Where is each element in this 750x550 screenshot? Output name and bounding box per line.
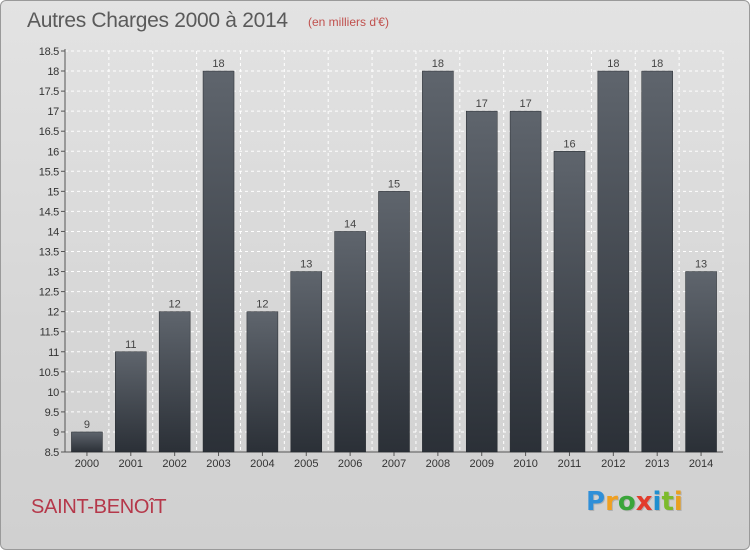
y-tick-label: 18: [47, 66, 59, 78]
y-tick-label: 14.5: [39, 206, 59, 218]
data-label-2001: 11: [125, 339, 136, 351]
place-name: SAINT-BENOîT: [31, 496, 167, 518]
bar-2012: [597, 70, 630, 453]
x-tick-label-2006: 2006: [338, 458, 362, 470]
y-tick-label: 9: [53, 427, 59, 439]
logo-letter: i: [673, 487, 683, 517]
bar-2008: [422, 70, 454, 453]
y-tick-label: 15.5: [39, 166, 59, 178]
x-tick-label-2009: 2009: [469, 458, 493, 470]
bar-2003: [202, 70, 235, 453]
logo-letter: t: [661, 487, 674, 517]
y-tick-label: 17.5: [39, 86, 59, 98]
x-tick-label-2012: 2012: [601, 458, 625, 470]
chart-unit: (en milliers d'€): [308, 15, 389, 29]
data-label-2008: 18: [432, 58, 444, 70]
y-tick-label: 16: [47, 146, 59, 158]
y-tick-label: 12: [47, 307, 59, 319]
y-tick-label: 10.5: [39, 367, 59, 379]
y-tick-label: 16.5: [39, 126, 59, 138]
y-tick-label: 14: [47, 226, 59, 238]
y-tick-label: 18.5: [39, 46, 59, 58]
bar-2000: [71, 431, 103, 453]
x-tick-label-2010: 2010: [513, 458, 537, 470]
logo-letter: r: [605, 487, 618, 517]
data-label-2010: 17: [519, 98, 531, 110]
logo-letter: P: [586, 487, 606, 517]
data-label-2006: 14: [344, 218, 356, 230]
data-label-2002: 12: [169, 299, 181, 311]
bar-2004: [246, 311, 279, 453]
x-tick-label-2014: 2014: [689, 458, 713, 470]
data-label-2009: 17: [476, 98, 488, 110]
bar-layer: [71, 70, 717, 453]
y-tick-label: 12.5: [39, 287, 59, 299]
data-label-2003: 18: [212, 58, 224, 70]
bar-2014: [685, 271, 717, 453]
data-label-2005: 13: [300, 259, 312, 271]
data-label-2012: 18: [607, 58, 619, 70]
proxiti-logo[interactable]: Proxiti: [586, 487, 683, 517]
logo-letter: o: [617, 487, 636, 517]
x-tick-label-2001: 2001: [119, 458, 143, 470]
y-tick-label: 8.5: [45, 447, 60, 459]
data-label-2000: 9: [84, 419, 90, 431]
bar-2005: [290, 271, 323, 453]
chart-title: Autres Charges 2000 à 2014: [27, 9, 288, 32]
x-tick-label-2013: 2013: [645, 458, 669, 470]
y-tick-label: 13.5: [39, 247, 59, 259]
label-layer: 9 2000 11 2001 12 2002 18 2003 12 2004 13 2005 14 200…: [75, 58, 714, 470]
bar-2007: [378, 191, 410, 453]
bar-2013: [641, 70, 673, 453]
data-label-2007: 15: [388, 178, 400, 190]
y-tick-label: 15: [47, 186, 59, 198]
x-tick-label-2002: 2002: [162, 458, 186, 470]
x-tick-label-2000: 2000: [75, 458, 99, 470]
bar-2002: [158, 311, 191, 453]
bar-2001: [115, 351, 147, 453]
data-label-2014: 13: [695, 259, 707, 271]
data-label-2004: 12: [256, 299, 268, 311]
y-tick-label: 17: [47, 106, 59, 118]
bar-2010: [509, 110, 542, 453]
logo-letter: i: [652, 487, 662, 517]
x-tick-label-2004: 2004: [250, 458, 274, 470]
y-tick-label: 9.5: [45, 407, 60, 419]
y-tick-label: 11: [48, 347, 59, 359]
data-label-2011: 16: [563, 138, 575, 150]
bar-2011: [553, 151, 586, 453]
bar-2006: [334, 231, 366, 453]
x-tick-label-2007: 2007: [382, 458, 406, 470]
logo-letter: x: [635, 487, 653, 517]
data-label-2013: 18: [651, 58, 663, 70]
x-tick-label-2008: 2008: [426, 458, 450, 470]
bar-2009: [465, 110, 498, 453]
x-tick-label-2011: 2011: [558, 458, 582, 470]
y-tick-label: 10: [47, 387, 59, 399]
y-tick-label: 13: [47, 267, 59, 279]
y-tick-label: 11.5: [40, 327, 60, 339]
x-tick-label-2005: 2005: [294, 458, 318, 470]
x-tick-label-2003: 2003: [206, 458, 230, 470]
